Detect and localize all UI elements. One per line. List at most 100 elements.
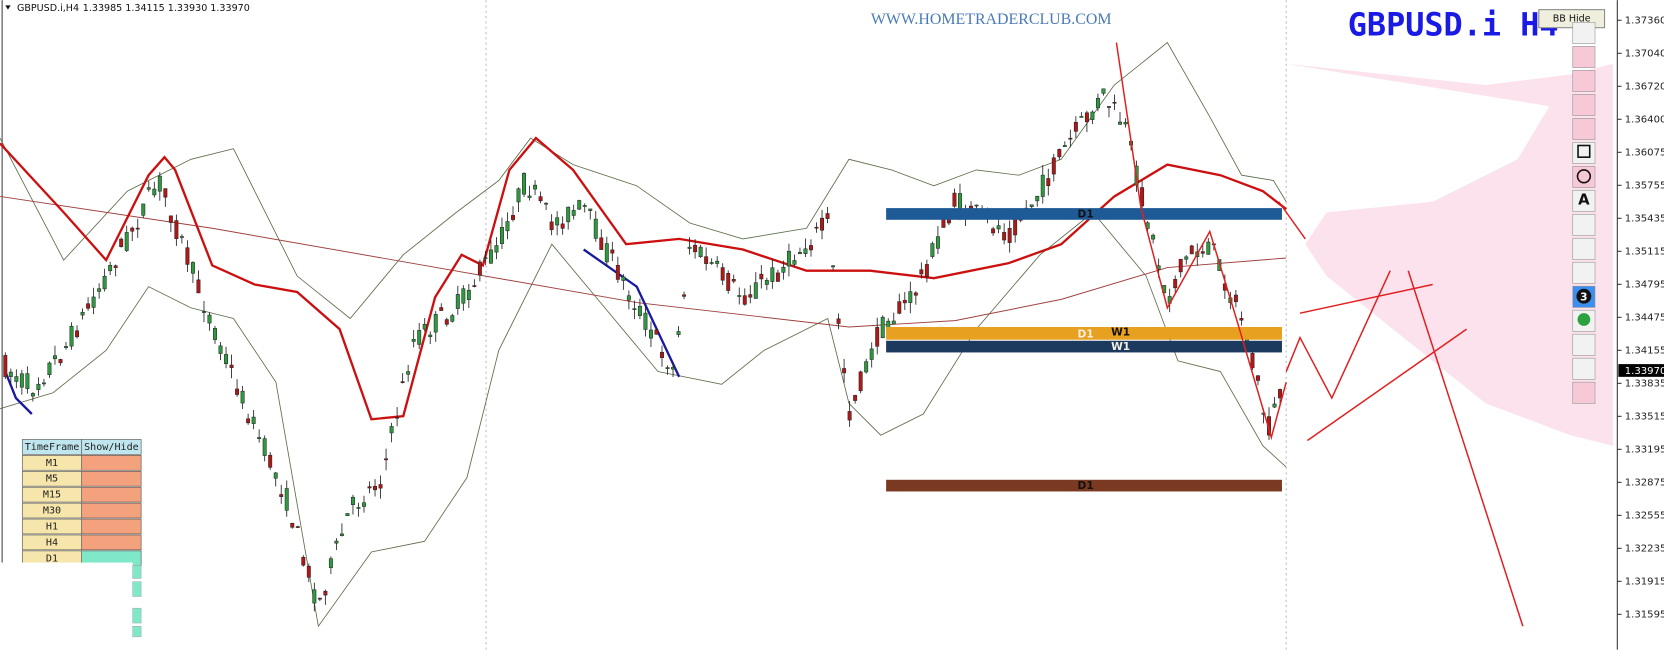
- candle-body: [753, 282, 758, 299]
- toggle-fragment: [132, 565, 142, 579]
- candle-body: [119, 238, 124, 247]
- tool-button[interactable]: [1572, 22, 1596, 44]
- candle-body: [433, 314, 438, 333]
- candle-body: [124, 232, 129, 251]
- timeframe-label[interactable]: M1: [46, 458, 58, 469]
- price-label: 1.35435: [1625, 213, 1664, 224]
- candle-body: [731, 279, 736, 282]
- tool-button[interactable]: [1572, 237, 1596, 260]
- indicator-line: [4, 371, 33, 415]
- price-label: 1.33195: [1625, 444, 1664, 455]
- candle-body: [477, 261, 482, 276]
- zone-label: D1: [1078, 327, 1094, 340]
- tool-button[interactable]: [1572, 357, 1596, 380]
- tool-button[interactable]: [1572, 189, 1596, 212]
- candle-body: [290, 522, 295, 528]
- price-label: 1.37360: [1625, 15, 1664, 26]
- tool-button[interactable]: [1572, 165, 1596, 188]
- candle-body: [952, 192, 957, 207]
- tool-button[interactable]: [1572, 261, 1596, 284]
- tool-button[interactable]: [1572, 94, 1596, 116]
- zone-label: D1: [1078, 207, 1094, 220]
- candle-body: [1173, 278, 1178, 289]
- candle-body: [455, 294, 460, 309]
- tool-icon[interactable]: A: [1578, 191, 1590, 209]
- toggle-cell[interactable]: [81, 534, 142, 551]
- candle-body: [36, 383, 41, 390]
- candle-body: [406, 371, 411, 375]
- candle-body: [511, 215, 515, 220]
- candle-body: [549, 221, 554, 231]
- candle-body: [1046, 178, 1051, 187]
- candle-body: [97, 288, 102, 292]
- candle-body: [682, 294, 687, 297]
- candle-body: [213, 328, 217, 340]
- candle-body: [168, 215, 173, 223]
- candle-body: [30, 393, 35, 397]
- toggle-cell[interactable]: [81, 455, 142, 471]
- candle-body: [202, 311, 206, 313]
- candle-body: [439, 307, 444, 311]
- candle-body: [339, 533, 344, 536]
- price-label: 1.33835: [1625, 378, 1664, 389]
- candle-body: [135, 227, 140, 230]
- candle-body: [1250, 352, 1255, 369]
- candle-body: [483, 257, 488, 260]
- candle-body: [218, 345, 223, 354]
- tool-button[interactable]: [1572, 46, 1596, 68]
- candle-body: [908, 291, 913, 303]
- indicators: [0, 41, 1287, 628]
- candle-body: [847, 411, 852, 421]
- tool-button[interactable]: [1572, 70, 1596, 92]
- timeframe-label[interactable]: D1: [46, 553, 58, 564]
- tool-icon[interactable]: 3: [1580, 290, 1587, 303]
- toggle-fragment: [132, 625, 142, 638]
- candle-body: [494, 245, 499, 253]
- price-label: 1.35115: [1625, 246, 1664, 257]
- tool-icon-bg: [1576, 288, 1592, 304]
- price-label: 1.36400: [1625, 114, 1664, 125]
- candle-body: [742, 295, 747, 305]
- tool-button[interactable]: [1572, 118, 1596, 140]
- candle-body: [64, 346, 68, 348]
- candle-body: [268, 454, 273, 468]
- timeframe-label[interactable]: M30: [43, 506, 61, 517]
- tool-button[interactable]: [1572, 381, 1596, 404]
- quotes: 1.33985 1.34115 1.33930 1.33970: [83, 3, 250, 14]
- candle-body: [582, 205, 587, 207]
- candle-body: [384, 458, 389, 461]
- price-label: 1.36075: [1625, 147, 1664, 158]
- tool-button[interactable]: [1572, 333, 1596, 356]
- candle-body: [632, 308, 637, 310]
- price-label: 1.34795: [1625, 279, 1664, 290]
- candle-body: [797, 252, 802, 255]
- indicator-line: [0, 41, 1287, 320]
- candle-body: [941, 219, 946, 228]
- candle-body: [19, 373, 24, 388]
- button-label[interactable]: BB Hide: [1553, 14, 1591, 25]
- overlay: [0, 562, 133, 655]
- table-header: Show/Hide: [84, 442, 139, 453]
- toggle-cell[interactable]: [81, 486, 142, 503]
- candle-body: [626, 295, 631, 301]
- candle-body: [687, 246, 692, 249]
- candle-body: [3, 355, 8, 378]
- candle-body: [704, 256, 709, 264]
- tool-button[interactable]: [1572, 213, 1596, 236]
- timeframe-label[interactable]: H4: [46, 537, 58, 548]
- candle-body: [113, 265, 118, 268]
- candle-body: [505, 221, 510, 232]
- timeframe-label[interactable]: M5: [46, 474, 58, 485]
- timeframe-label[interactable]: H1: [46, 521, 58, 532]
- timeframe-label[interactable]: M15: [43, 490, 61, 501]
- candle-body: [1073, 121, 1078, 132]
- candle-body: [604, 243, 609, 263]
- candle-body: [770, 267, 775, 282]
- toggle-cell[interactable]: [81, 502, 142, 519]
- candle-body: [1068, 137, 1073, 140]
- candle-body: [593, 218, 598, 239]
- toggle-cell[interactable]: [81, 518, 142, 535]
- candle-body: [880, 316, 885, 339]
- toggle-cell[interactable]: [81, 470, 142, 487]
